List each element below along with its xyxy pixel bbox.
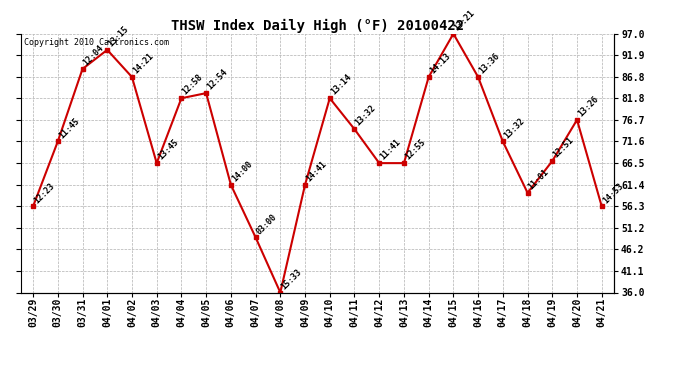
Text: 14:00: 14:00 <box>230 159 254 183</box>
Text: 12:54: 12:54 <box>206 68 229 92</box>
Text: 13:32: 13:32 <box>354 104 377 128</box>
Text: 13:21: 13:21 <box>453 8 477 32</box>
Text: 15:33: 15:33 <box>279 267 304 291</box>
Text: 14:53: 14:53 <box>601 181 625 205</box>
Text: 14:13: 14:13 <box>428 52 452 76</box>
Text: 13:15: 13:15 <box>106 24 130 48</box>
Text: 12:51: 12:51 <box>551 136 575 160</box>
Text: 13:26: 13:26 <box>576 94 600 118</box>
Text: 12:23: 12:23 <box>32 181 57 205</box>
Text: 12:58: 12:58 <box>181 73 205 97</box>
Text: Copyright 2010 Cartronics.com: Copyright 2010 Cartronics.com <box>23 38 168 46</box>
Text: 12:04: 12:04 <box>81 44 106 68</box>
Title: THSW Index Daily High (°F) 20100422: THSW Index Daily High (°F) 20100422 <box>171 18 464 33</box>
Text: 14:21: 14:21 <box>131 52 155 76</box>
Text: 11:01: 11:01 <box>526 167 551 192</box>
Text: 12:55: 12:55 <box>403 138 427 162</box>
Text: 11:45: 11:45 <box>57 116 81 140</box>
Text: 13:32: 13:32 <box>502 116 526 140</box>
Text: 13:36: 13:36 <box>477 52 502 76</box>
Text: 11:41: 11:41 <box>378 138 402 162</box>
Text: 13:45: 13:45 <box>156 138 180 162</box>
Text: 13:14: 13:14 <box>329 73 353 97</box>
Text: 03:00: 03:00 <box>255 212 279 236</box>
Text: 14:41: 14:41 <box>304 159 328 183</box>
